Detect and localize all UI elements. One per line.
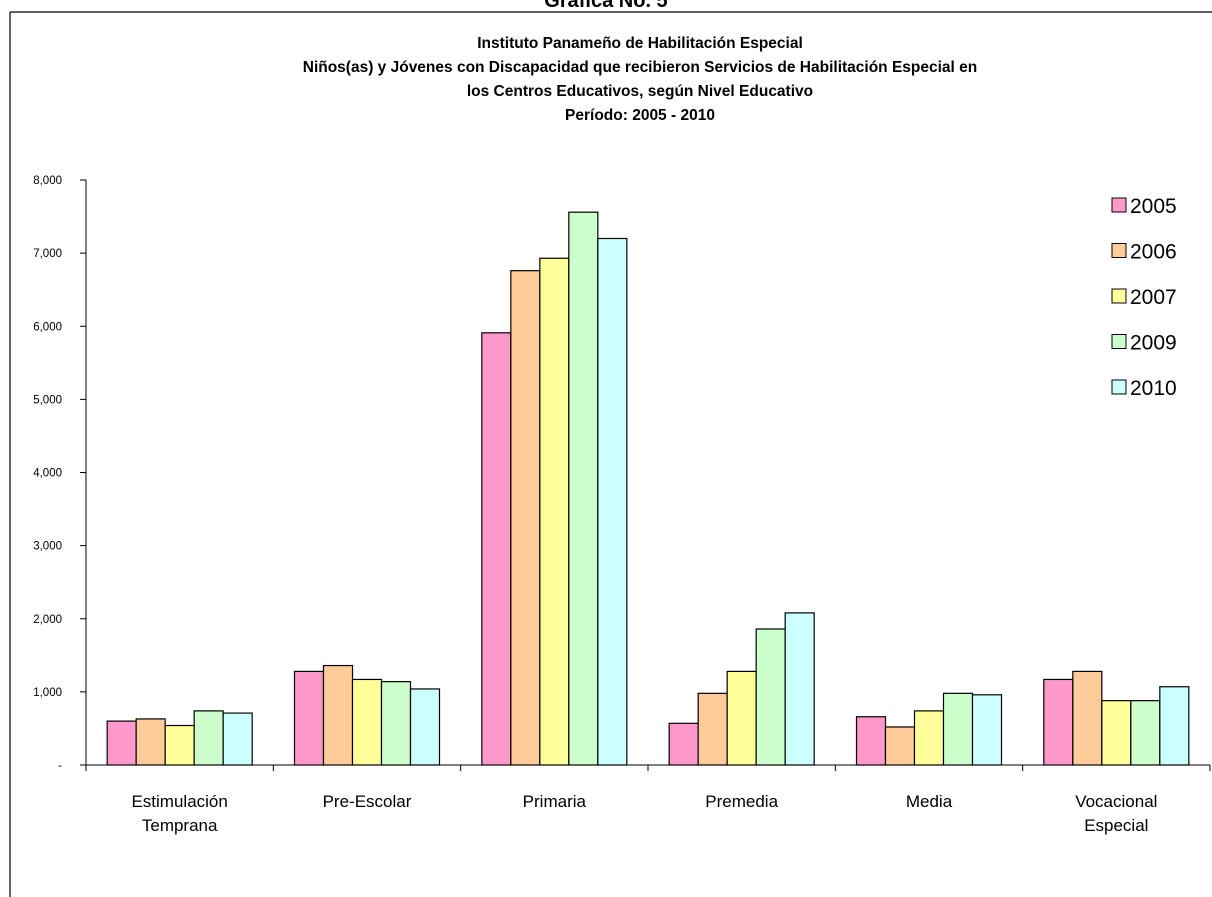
bar-2010-4 (971, 694, 1003, 766)
y-tick-label: 3,000 (33, 541, 62, 553)
bar-2006-2 (510, 270, 541, 766)
legend-label-2007: 2007 (1130, 286, 1177, 309)
x-axis: Estimulación Temprana Pre-Escolar Primaria P… (85, 764, 1211, 835)
bar-2009-2 (568, 211, 599, 766)
x-category-label-line: Pre-Escolar (323, 792, 412, 811)
bar-2009-0 (193, 710, 224, 766)
figure-caption: Gráfica No. 5 (544, 0, 667, 12)
bar-2010-2 (597, 237, 628, 766)
x-category-label-line: Temprana (142, 816, 218, 835)
y-tick-label: 7,000 (33, 248, 62, 260)
chart-title: Instituto Panameño de Habilitación Espec… (303, 35, 978, 124)
y-axis: - 1,000 2,000 3,000 4,000 5,000 6,000 7,000 8,00… (33, 175, 87, 772)
x-category-label-line: Vocacional (1075, 792, 1157, 811)
legend-label-2005: 2005 (1130, 195, 1177, 218)
bar-2006-0 (135, 718, 166, 766)
x-category-label-line: Especial (1084, 816, 1148, 835)
bar-2010-3 (784, 612, 815, 766)
bar-2006-5 (1072, 670, 1103, 766)
bar-2007-0 (164, 724, 195, 766)
bar-2007-2 (539, 257, 570, 766)
bar-2005-5 (1043, 678, 1074, 766)
bar-2009-5 (1130, 700, 1161, 766)
bars (106, 211, 1190, 766)
y-tick-label: - (58, 760, 62, 772)
x-category-label: Estimulación Temprana (131, 792, 227, 835)
legend-swatch-2007 (1111, 288, 1127, 304)
bar-2005-1 (293, 670, 325, 766)
x-category-label: Premedia (705, 792, 778, 811)
bar-2007-5 (1101, 700, 1132, 766)
bar-2006-1 (322, 664, 354, 766)
bar-2007-3 (726, 670, 757, 766)
legend-label-2009: 2009 (1130, 332, 1177, 355)
bar-2010-0 (222, 712, 253, 766)
x-category-label: Pre-Escolar (323, 792, 412, 811)
y-tick-label: 5,000 (33, 394, 62, 406)
y-tick-label: 2,000 (33, 614, 62, 626)
x-category-label: Vocacional Especial (1075, 792, 1157, 835)
y-tick-label: 6,000 (33, 321, 62, 333)
bar-2009-4 (942, 692, 974, 766)
bar-2009-1 (380, 681, 412, 766)
x-category-label-line: Estimulación (131, 792, 227, 811)
bar-2007-4 (913, 710, 945, 766)
bar-2005-0 (106, 720, 137, 766)
y-tick-label: 4,000 (33, 468, 62, 480)
y-tick-label: 1,000 (33, 687, 62, 699)
x-category-label-line: Primaria (523, 792, 587, 811)
bar-2010-1 (409, 688, 441, 766)
x-category-label-line: Premedia (705, 792, 778, 811)
bar-2007-1 (351, 678, 383, 766)
bar-2006-4 (884, 726, 916, 766)
bar-2005-4 (855, 716, 887, 766)
y-tick-label: 8,000 (33, 175, 62, 187)
bar-2009-3 (755, 628, 786, 766)
bar-2005-3 (668, 722, 699, 766)
bar-2005-2 (481, 332, 512, 766)
x-category-label: Media (906, 792, 953, 811)
legend-label-2006: 2006 (1130, 241, 1177, 264)
legend: 2005 2006 2007 2009 2010 (1111, 195, 1177, 400)
legend-label-2010: 2010 (1130, 377, 1177, 400)
bar-2010-5 (1159, 686, 1190, 766)
x-category-label-line: Media (906, 792, 953, 811)
chart-title-line-1: Instituto Panameño de Habilitación Espec… (477, 35, 803, 52)
x-category-label: Primaria (523, 792, 587, 811)
legend-swatch-2010 (1111, 379, 1127, 395)
chart-title-line-4: Período: 2005 - 2010 (565, 107, 715, 124)
chart-title-line-2: Niños(as) y Jóvenes con Discapacidad que… (303, 59, 978, 76)
legend-swatch-2006 (1111, 243, 1127, 258)
legend-swatch-2005 (1111, 197, 1127, 213)
legend-swatch-2009 (1111, 334, 1127, 349)
bar-2006-3 (697, 692, 728, 766)
chart-title-line-3: los Centros Educativos, según Nivel Educ… (467, 83, 813, 100)
